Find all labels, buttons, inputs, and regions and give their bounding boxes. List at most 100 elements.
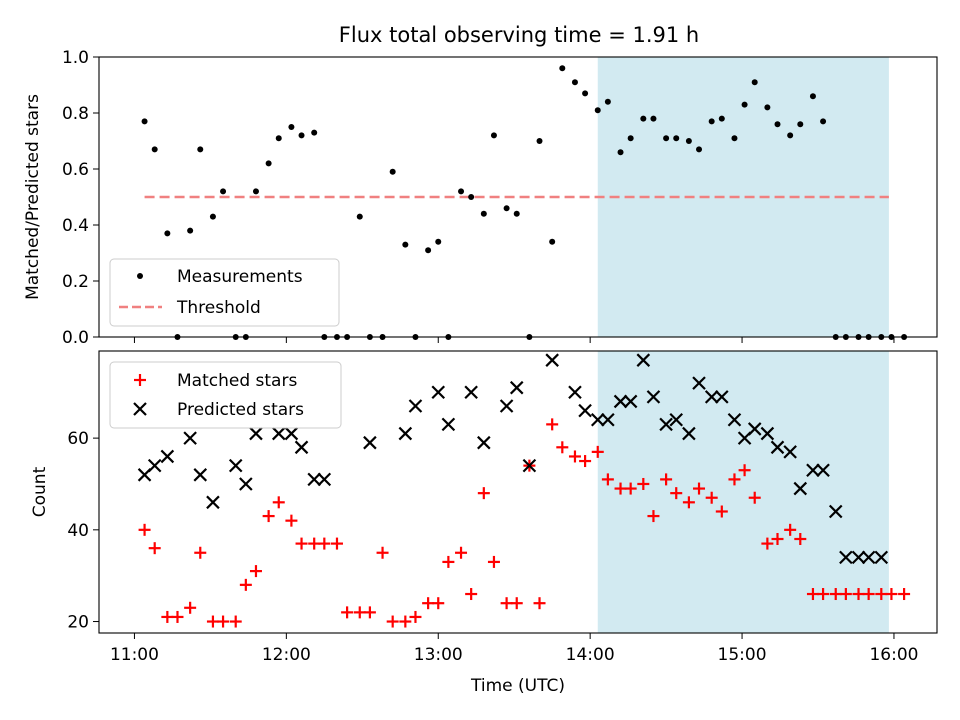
matched-star-point bbox=[682, 496, 695, 509]
predicted-star-point bbox=[464, 385, 478, 400]
top-panel: 0.0 0.2 0.4 0.6 0.8 1.0 Matched/Predicted sta… bbox=[23, 48, 938, 348]
matched-star-point bbox=[171, 610, 184, 623]
measurement-point bbox=[536, 138, 543, 144]
predicted-star-point bbox=[623, 394, 638, 409]
measurement-point bbox=[458, 188, 465, 195]
matched-star-point bbox=[660, 473, 673, 486]
bottom-panel: 20 40 60 11:00 12:00 13:00 14:00 15:00 16:00 Co… bbox=[30, 350, 938, 696]
predicted-star-point bbox=[770, 440, 785, 455]
measurement-point bbox=[764, 104, 771, 111]
matched-star-point bbox=[272, 496, 285, 509]
measurement-point bbox=[774, 121, 781, 128]
matched-star-point bbox=[477, 487, 490, 500]
matched-star-point bbox=[353, 606, 366, 619]
matched-star-point bbox=[533, 597, 546, 610]
matched-star-point bbox=[409, 610, 422, 623]
predicted-star-point bbox=[692, 376, 706, 390]
measurement-point bbox=[265, 160, 272, 167]
measurement-point bbox=[356, 213, 363, 220]
matched-star-point bbox=[875, 588, 888, 601]
measurement-point bbox=[696, 146, 703, 153]
legend-label-measurements: Measurements bbox=[177, 267, 303, 287]
matched-star-point bbox=[614, 482, 627, 495]
x-tick-label: 14:00 bbox=[566, 645, 615, 665]
matched-star-point bbox=[341, 606, 354, 619]
matched-star-point bbox=[330, 537, 343, 550]
predicted-star-point bbox=[590, 413, 605, 427]
predicted-star-point bbox=[874, 550, 889, 565]
bottom-y-ticks: 20 40 60 bbox=[67, 429, 99, 633]
measurement-point bbox=[571, 79, 578, 86]
matched-star-point bbox=[839, 588, 852, 601]
matched-star-point bbox=[386, 615, 399, 628]
measurement-point bbox=[741, 101, 748, 108]
measurement-point bbox=[594, 107, 601, 114]
predicted-star-point bbox=[408, 399, 423, 413]
matched-star-point bbox=[771, 533, 784, 545]
chart-title: Flux total observing time = 1.91 h bbox=[339, 23, 699, 47]
measurement-point bbox=[513, 210, 520, 217]
measurement-point bbox=[141, 118, 148, 125]
predicted-star-point bbox=[793, 481, 808, 496]
predicted-star-point bbox=[601, 413, 615, 427]
bottom-y-tick-label: 20 bbox=[67, 613, 89, 633]
x-tick-label: 11:00 bbox=[110, 645, 159, 665]
matched-star-point bbox=[556, 441, 569, 454]
predicted-star-point bbox=[578, 403, 592, 418]
predicted-star-point bbox=[760, 426, 775, 441]
matched-star-point bbox=[487, 555, 500, 568]
matched-star-point bbox=[794, 533, 807, 545]
measurement-point bbox=[209, 213, 216, 220]
predicted-star-point bbox=[727, 413, 742, 427]
measurement-point bbox=[718, 115, 725, 122]
measurement-point bbox=[389, 168, 396, 175]
measurement-point bbox=[820, 118, 827, 125]
matched-star-point bbox=[579, 455, 592, 468]
predicted-star-point bbox=[669, 413, 684, 427]
x-axis-label: Time (UTC) bbox=[470, 676, 565, 696]
measurement-point bbox=[151, 146, 158, 153]
x-tick-label: 15:00 bbox=[718, 645, 767, 665]
x-tick-label: 16:00 bbox=[869, 645, 918, 665]
predicted-star-point bbox=[704, 390, 719, 404]
top-plot-frame bbox=[98, 56, 938, 338]
matched-star-point bbox=[229, 615, 242, 628]
matched-star-point bbox=[295, 537, 308, 550]
top-y-tick-label: 0.2 bbox=[62, 272, 89, 292]
matched-star-point bbox=[898, 588, 911, 601]
matched-star-point bbox=[249, 565, 262, 578]
measurement-point bbox=[731, 135, 738, 142]
predicted-star-point bbox=[568, 385, 582, 400]
measurement-point bbox=[220, 188, 227, 195]
predicted-star-point bbox=[545, 353, 559, 367]
matched-stars-series bbox=[138, 418, 911, 628]
top-y-axis-label: Matched/Predicted stars bbox=[23, 94, 43, 300]
measurement-point bbox=[650, 115, 657, 122]
matched-star-point bbox=[546, 418, 559, 431]
matched-star-point bbox=[862, 588, 875, 601]
predicted-star-point bbox=[160, 449, 175, 464]
matched-star-point bbox=[637, 477, 650, 490]
predicted-star-point bbox=[747, 422, 762, 436]
measurement-point bbox=[559, 65, 566, 72]
matched-star-point bbox=[239, 578, 252, 591]
matched-star-point bbox=[422, 597, 435, 610]
matched-star-point bbox=[148, 542, 161, 555]
matched-star-point bbox=[194, 546, 207, 559]
measurement-point bbox=[252, 188, 259, 195]
matched-star-point bbox=[885, 588, 898, 601]
legend-marker-predicted bbox=[133, 402, 147, 416]
matched-star-point bbox=[829, 588, 842, 601]
matched-star-point bbox=[852, 588, 865, 601]
x-tick-label: 12:00 bbox=[262, 645, 311, 665]
matched-star-point bbox=[308, 537, 321, 550]
matched-star-point bbox=[161, 610, 174, 623]
predicted-star-point bbox=[271, 426, 286, 441]
measurement-point bbox=[809, 93, 816, 100]
measurement-point bbox=[275, 135, 282, 142]
measurement-point bbox=[468, 194, 475, 200]
matched-star-point bbox=[510, 597, 523, 610]
matched-star-point bbox=[184, 601, 197, 614]
predicted-star-point bbox=[206, 495, 220, 510]
matched-star-point bbox=[761, 537, 774, 550]
